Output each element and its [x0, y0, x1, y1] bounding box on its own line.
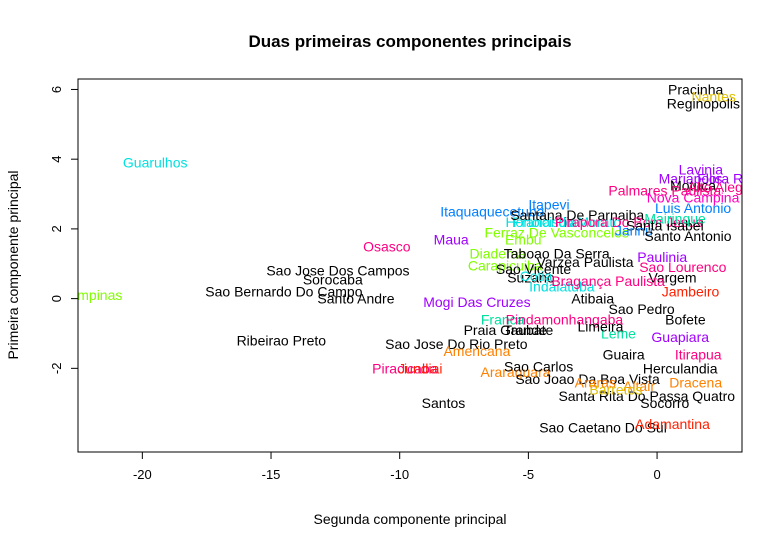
point-label: Flora Rica	[697, 170, 761, 186]
x-tick-label: -10	[390, 467, 409, 482]
point-label: Palmares Paulista	[608, 183, 721, 199]
point-label: Motuca	[670, 177, 716, 193]
y-tick-label: 6	[49, 86, 64, 93]
point-label: Praia Grande	[464, 322, 547, 338]
point-label: Varzea Paulista	[536, 254, 633, 270]
point-label: Vargem	[649, 270, 697, 286]
point-label: Itapevi	[528, 196, 569, 212]
point-label: Franca	[481, 312, 525, 328]
point-label: Sao Pedro	[609, 301, 675, 317]
point-label: Campinas	[59, 287, 122, 303]
x-tick-label: -5	[523, 467, 535, 482]
point-label: Santos	[422, 395, 466, 411]
plot-frame	[77, 78, 743, 453]
point-label: Ribeirao Preto	[237, 332, 327, 348]
point-label: Sao Vicente	[496, 261, 571, 277]
point-label: Sao Jose Do Rio Preto	[385, 336, 528, 352]
point-label: Luis Antonio	[655, 200, 731, 216]
y-axis: -2 0 2 4 6	[49, 86, 78, 374]
x-tick-label: -15	[262, 467, 281, 482]
point-label: Herculandia	[643, 360, 718, 376]
point-label: Itaquaquecetuba	[440, 203, 545, 219]
y-tick-label: 2	[49, 225, 64, 232]
point-label: Suzano	[507, 270, 555, 286]
point-label: Dracena	[669, 374, 722, 390]
point-label: Bragança Paulista	[551, 273, 665, 289]
y-tick-label: 0	[49, 295, 64, 302]
point-label: Altair	[623, 378, 655, 394]
point-label: Santo Antonio	[644, 228, 731, 244]
point-label: Mariapolis	[659, 170, 723, 186]
point-label: Maua	[434, 231, 469, 247]
point-label: Itirapua	[675, 346, 722, 362]
point-label: Nantes	[692, 88, 736, 104]
point-label: Leme	[601, 325, 636, 341]
point-label: Sao Carlos	[504, 359, 573, 375]
y-axis-label: Primeira componente principal	[5, 170, 21, 359]
x-tick-label: 0	[653, 467, 660, 482]
point-label: Reginopolis	[667, 95, 740, 111]
point-label: Alto Alegre	[688, 179, 756, 195]
point-label: Diadema	[469, 245, 525, 261]
point-label: Atibaia	[571, 291, 614, 307]
point-label: Paulinia	[637, 249, 687, 265]
point-label: Sao Caetano Do Sul	[539, 420, 667, 436]
point-label: Taubate	[503, 322, 553, 338]
point-label: Carapicuiba	[468, 258, 543, 274]
point-label: Socorro	[640, 395, 689, 411]
point-label: Indaiatuba	[529, 278, 595, 294]
point-label: Sao Lourenco	[639, 259, 726, 275]
point-label: Pirapora Do Bom Jesus	[555, 214, 703, 230]
point-label: Araras	[575, 374, 616, 390]
point-label: Guaira	[603, 346, 645, 362]
point-label: Santo Andre	[317, 291, 394, 307]
point-label: Piracicaba	[372, 360, 438, 376]
point-label: Santana De Parnaiba	[510, 207, 644, 223]
point-label: Barretos	[589, 381, 642, 397]
point-label: Americana	[443, 343, 510, 359]
point-label: Jundiai	[398, 360, 442, 376]
point-label: Francisco Morato	[513, 214, 621, 230]
point-label: Limeira	[577, 319, 623, 335]
point-label: Bofete	[665, 312, 706, 328]
point-label: Pindamonhangaba	[506, 312, 624, 328]
y-tick-label: 4	[49, 156, 64, 163]
point-label: Guarulhos	[123, 155, 188, 171]
point-label: Hortolandia	[505, 214, 577, 230]
point-label: Adamantina	[635, 416, 710, 432]
point-label: Lavinia	[679, 162, 724, 178]
point-label: Mogi Das Cruzes	[423, 294, 530, 310]
x-axis-label: Segunda componente principal	[313, 511, 506, 527]
point-label: Jambeiro	[662, 284, 720, 300]
point-label: Mairinque	[644, 210, 706, 226]
point-label: Jarinu	[615, 223, 653, 239]
point-label: Sorocaba	[303, 271, 363, 287]
point-label: Pracinha	[668, 81, 723, 97]
x-tick-label: -20	[133, 467, 152, 482]
point-label: Guapiara	[651, 329, 709, 345]
point-label: Araraquara	[480, 364, 550, 380]
point-label: Embu	[505, 231, 542, 247]
point-label: Sao Bernardo Do Campo	[205, 284, 362, 300]
point-label: Nova Campina	[647, 190, 740, 206]
point-label: Santa Isabel	[626, 217, 704, 233]
point-label: Ferraz De Vasconcelos	[484, 224, 628, 240]
chart-title: Duas primeiras componentes principais	[248, 32, 571, 51]
point-label: Cotia	[520, 268, 553, 284]
point-label: Sao Joao Da Boa Vista	[515, 371, 660, 387]
point-label: Osasco	[363, 238, 411, 254]
point-label: Santa Rita Do Passa Quatro	[558, 388, 735, 404]
y-tick-label: -2	[49, 363, 64, 375]
x-axis: -20 -15 -10 -5 0	[133, 452, 661, 482]
point-label: Sao Jose Dos Campos	[266, 263, 409, 279]
point-label: Taboao Da Serra	[504, 245, 610, 261]
